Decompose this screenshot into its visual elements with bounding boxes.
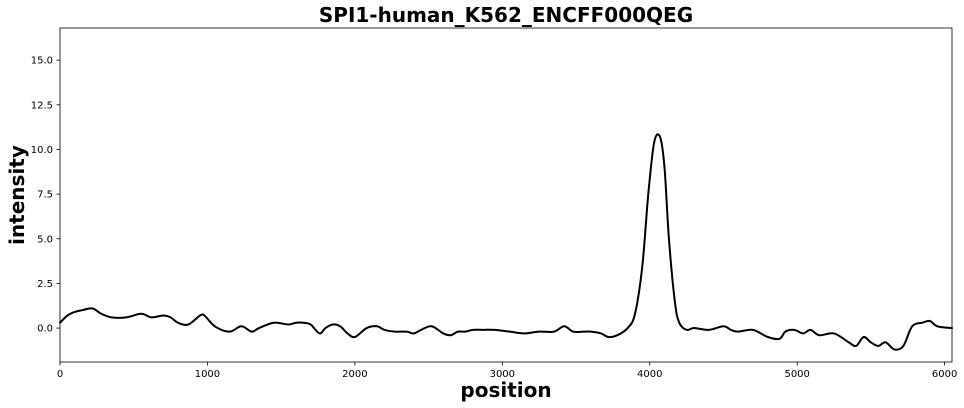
x-axis-ticks: 0 1000 2000 3000 4000 5000 6000 bbox=[57, 362, 957, 380]
y-tick-label: 0.0 bbox=[37, 324, 53, 335]
y-tick-label: 15.0 bbox=[31, 56, 53, 67]
plot-frame bbox=[59, 27, 953, 363]
y-axis-label: intensity bbox=[5, 145, 29, 245]
intensity-series-line bbox=[59, 133, 953, 351]
x-tick-label: 4000 bbox=[637, 369, 662, 380]
x-tick-label: 3000 bbox=[490, 369, 515, 380]
y-tick-label: 5.0 bbox=[37, 234, 53, 245]
x-tick-label: 5000 bbox=[784, 369, 809, 380]
y-tick-label: 10.0 bbox=[31, 145, 53, 156]
y-tick-label: 12.5 bbox=[31, 100, 53, 111]
x-axis-label: position bbox=[460, 378, 551, 402]
y-tick-label: 7.5 bbox=[37, 190, 53, 201]
x-tick-label: 6000 bbox=[932, 369, 957, 380]
y-tick-label: 2.5 bbox=[37, 279, 53, 290]
x-tick-label: 1000 bbox=[195, 369, 220, 380]
y-axis-ticks: 0.0 2.5 5.0 7.5 10.0 12.5 15.0 bbox=[31, 56, 60, 335]
x-tick-label: 0 bbox=[57, 369, 63, 380]
chart-title: SPI1-human_K562_ENCFF000QEG bbox=[319, 3, 693, 27]
x-tick-label: 2000 bbox=[342, 369, 367, 380]
